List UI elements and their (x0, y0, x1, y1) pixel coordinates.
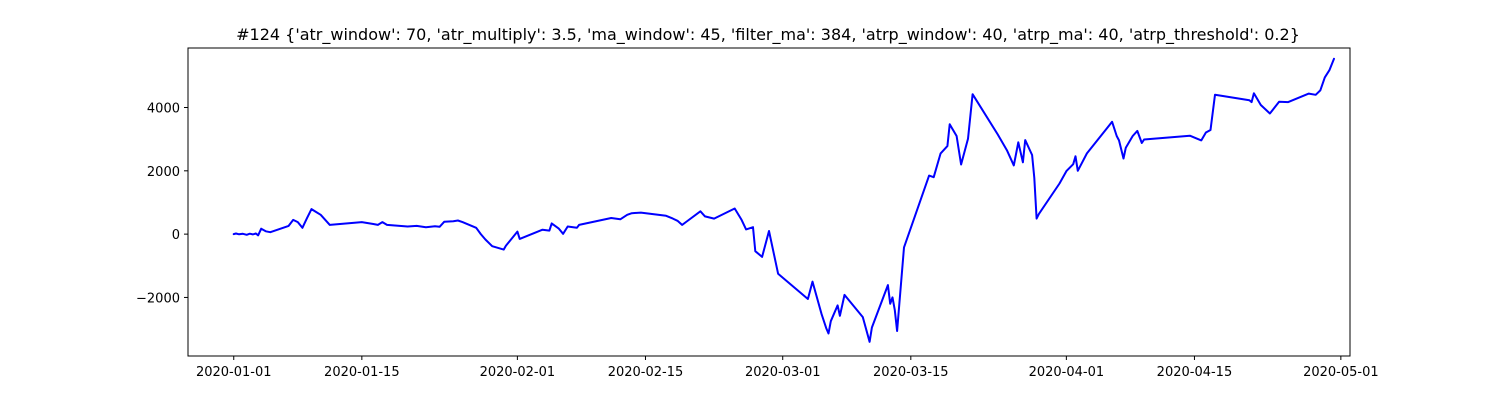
x-tick-label: 2020-01-15 (324, 365, 400, 380)
y-tick-label: 0 (172, 228, 180, 243)
y-tick-label: 2000 (147, 165, 180, 180)
axes-frame (187, 47, 1351, 357)
series-line (232, 57, 1335, 343)
y-axis: −2000 0 2000 4000 (136, 102, 188, 306)
chart-title: #124 {'atr_window': 70, 'atr_multiply': … (236, 25, 1300, 45)
x-tick-label: 2020-04-01 (1029, 365, 1105, 380)
y-tick-label: 4000 (147, 102, 180, 117)
y-tick-label: −2000 (136, 291, 180, 306)
plot-series-group (232, 57, 1335, 343)
x-axis: 2020-01-01 2020-01-15 2020-02-01 2020-02-15… (196, 356, 1379, 380)
x-tick-label: 2020-04-15 (1157, 365, 1233, 380)
x-tick-label: 2020-03-01 (745, 365, 821, 380)
x-tick-label: 2020-02-01 (480, 365, 556, 380)
x-tick-label: 2020-02-15 (608, 365, 684, 380)
x-tick-label: 2020-01-01 (196, 365, 272, 380)
x-tick-label: 2020-03-15 (873, 365, 949, 380)
x-tick-label: 2020-05-01 (1303, 365, 1379, 380)
